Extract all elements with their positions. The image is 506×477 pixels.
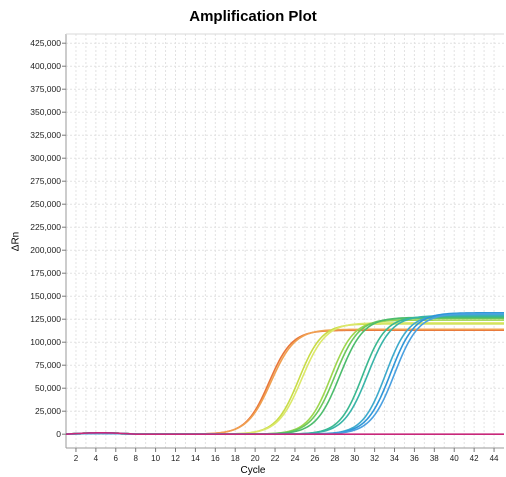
x-tick-label: 4 xyxy=(94,454,99,463)
plot-background xyxy=(66,34,504,448)
x-tick-label: 6 xyxy=(114,454,119,463)
y-tick-label: 225,000 xyxy=(30,222,61,232)
x-tick-label: 38 xyxy=(430,454,439,463)
y-tick-label: 350,000 xyxy=(30,107,61,117)
y-tick-label: 325,000 xyxy=(30,130,61,140)
x-tick-label: 18 xyxy=(231,454,240,463)
y-tick-label: 375,000 xyxy=(30,84,61,94)
y-tick-label: 425,000 xyxy=(30,38,61,48)
x-tick-label: 42 xyxy=(470,454,479,463)
y-tick-label: 300,000 xyxy=(30,153,61,163)
x-tick-label: 2 xyxy=(74,454,79,463)
x-tick-label: 30 xyxy=(350,454,359,463)
y-tick-label: 150,000 xyxy=(30,291,61,301)
x-tick-label: 14 xyxy=(191,454,200,463)
x-tick-label: 8 xyxy=(133,454,138,463)
y-tick-label: 275,000 xyxy=(30,176,61,186)
x-tick-label: 20 xyxy=(251,454,260,463)
chart-title: Amplification Plot xyxy=(189,8,317,25)
y-tick-label: 100,000 xyxy=(30,337,61,347)
x-tick-label: 12 xyxy=(171,454,180,463)
x-tick-label: 40 xyxy=(450,454,459,463)
x-axis-label: Cycle xyxy=(240,465,266,476)
y-tick-label: 50,000 xyxy=(35,383,61,393)
x-tick-label: 32 xyxy=(370,454,379,463)
y-tick-label: 0 xyxy=(56,429,61,439)
y-tick-label: 75,000 xyxy=(35,360,61,370)
x-tick-label: 24 xyxy=(291,454,300,463)
x-tick-label: 22 xyxy=(271,454,280,463)
x-tick-label: 10 xyxy=(151,454,160,463)
x-tick-label: 34 xyxy=(390,454,399,463)
y-tick-label: 175,000 xyxy=(30,268,61,278)
y-tick-label: 250,000 xyxy=(30,199,61,209)
y-tick-label: 25,000 xyxy=(35,406,61,416)
x-tick-label: 26 xyxy=(310,454,319,463)
x-tick-label: 16 xyxy=(211,454,220,463)
x-tick-label: 44 xyxy=(490,454,499,463)
y-tick-label: 400,000 xyxy=(30,61,61,71)
series-line xyxy=(65,432,504,435)
y-tick-label: 125,000 xyxy=(30,314,61,324)
y-tick-label: 200,000 xyxy=(30,245,61,255)
x-tick-label: 36 xyxy=(410,454,419,463)
x-tick-label: 28 xyxy=(330,454,339,463)
